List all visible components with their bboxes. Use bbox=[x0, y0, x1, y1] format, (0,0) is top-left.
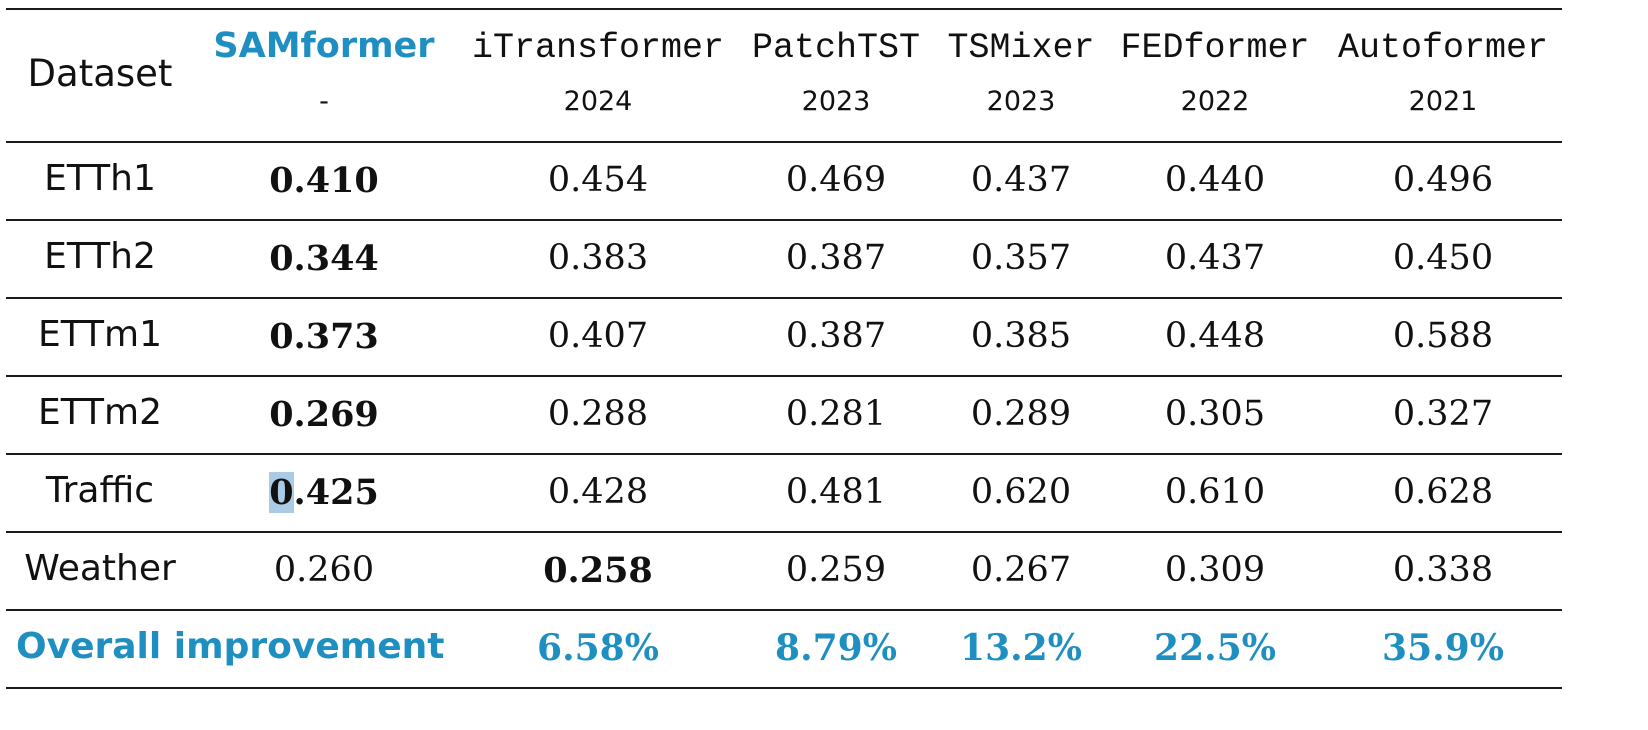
model-year-fedformer: 2022 bbox=[1180, 86, 1250, 117]
row-rule bbox=[6, 375, 1562, 377]
model-header-autoformer: Autoformer bbox=[1337, 28, 1549, 68]
dataset-column-header: Dataset bbox=[27, 52, 173, 95]
improvement-value: 35.9% bbox=[1382, 627, 1504, 669]
model-year-itransformer: 2024 bbox=[563, 86, 633, 117]
value-cell: 0.281 bbox=[785, 394, 887, 434]
value-cell: 0.407 bbox=[547, 316, 649, 356]
value-cell: 0.588 bbox=[1392, 316, 1494, 356]
value-cell: 0.428 bbox=[547, 472, 649, 512]
overall-improvement-label: Overall improvement bbox=[16, 626, 445, 667]
value-cell: 0.437 bbox=[1164, 238, 1266, 278]
value-cell: 0.387 bbox=[785, 316, 887, 356]
bottom-rule bbox=[6, 687, 1562, 689]
value-cell: 0.628 bbox=[1392, 472, 1494, 512]
value-cell: 0.387 bbox=[785, 238, 887, 278]
value-cell: 0.450 bbox=[1392, 238, 1494, 278]
value-cell: 0.338 bbox=[1392, 550, 1494, 590]
model-year-samformer: - bbox=[319, 86, 329, 117]
value-remainder: .425 bbox=[293, 472, 379, 513]
value-cell: 0.448 bbox=[1164, 316, 1266, 356]
value-cell-best: 0.344 bbox=[269, 238, 379, 279]
value-cell: 0.469 bbox=[785, 160, 887, 200]
text-selection-highlight: 0 bbox=[269, 472, 294, 513]
value-cell: 0.440 bbox=[1164, 160, 1266, 200]
dataset-traffic: Traffic bbox=[45, 470, 155, 511]
model-year-tsmixer: 2023 bbox=[986, 86, 1056, 117]
value-cell: 0.437 bbox=[970, 160, 1072, 200]
value-cell-best: 0.373 bbox=[269, 316, 379, 357]
value-cell: 0.327 bbox=[1392, 394, 1494, 434]
value-cell: 0.305 bbox=[1164, 394, 1266, 434]
value-cell: 0.260 bbox=[273, 550, 375, 590]
value-cell: 0.259 bbox=[785, 550, 887, 590]
top-rule bbox=[6, 8, 1562, 10]
header-rule bbox=[6, 141, 1562, 143]
value-cell: 0.481 bbox=[785, 472, 887, 512]
improvement-rule bbox=[6, 609, 1562, 611]
value-cell: 0.383 bbox=[547, 238, 649, 278]
value-cell: 0.288 bbox=[547, 394, 649, 434]
row-rule bbox=[6, 531, 1562, 533]
improvement-value: 13.2% bbox=[960, 627, 1082, 669]
value-cell: 0.496 bbox=[1392, 160, 1494, 200]
value-cell: 0.309 bbox=[1164, 550, 1266, 590]
improvement-value: 6.58% bbox=[537, 627, 659, 669]
row-rule bbox=[6, 297, 1562, 299]
value-cell: 0.454 bbox=[547, 160, 649, 200]
dataset-weather: Weather bbox=[24, 548, 176, 589]
row-rule bbox=[6, 219, 1562, 221]
value-cell: 0.620 bbox=[970, 472, 1072, 512]
value-cell: 0.357 bbox=[970, 238, 1072, 278]
dataset-ettm1: ETTm1 bbox=[37, 314, 163, 355]
value-cell: 0.610 bbox=[1164, 472, 1266, 512]
model-year-autoformer: 2021 bbox=[1408, 86, 1478, 117]
row-rule bbox=[6, 453, 1562, 455]
value-cell: 0.385 bbox=[970, 316, 1072, 356]
value-cell-best: 0.410 bbox=[269, 160, 379, 201]
improvement-value: 22.5% bbox=[1154, 627, 1276, 669]
dataset-etth1: ETTh1 bbox=[44, 158, 156, 199]
model-year-patchtst: 2023 bbox=[801, 86, 871, 117]
value-cell-best-selected: 0.425 bbox=[204, 472, 444, 513]
model-header-samformer: SAMformer bbox=[213, 26, 435, 66]
dataset-etth2: ETTh2 bbox=[44, 236, 156, 277]
model-header-itransformer: iTransformer bbox=[471, 28, 725, 68]
value-cell: 0.267 bbox=[970, 550, 1072, 590]
dataset-ettm2: ETTm2 bbox=[37, 392, 163, 433]
model-header-fedformer: FEDformer bbox=[1120, 28, 1310, 68]
value-cell-best: 0.258 bbox=[543, 550, 653, 591]
improvement-value: 8.79% bbox=[775, 627, 897, 669]
value-cell-best: 0.269 bbox=[269, 394, 379, 435]
model-header-tsmixer: TSMixer bbox=[947, 28, 1095, 68]
value-cell: 0.289 bbox=[970, 394, 1072, 434]
model-header-patchtst: PatchTST bbox=[751, 28, 921, 68]
